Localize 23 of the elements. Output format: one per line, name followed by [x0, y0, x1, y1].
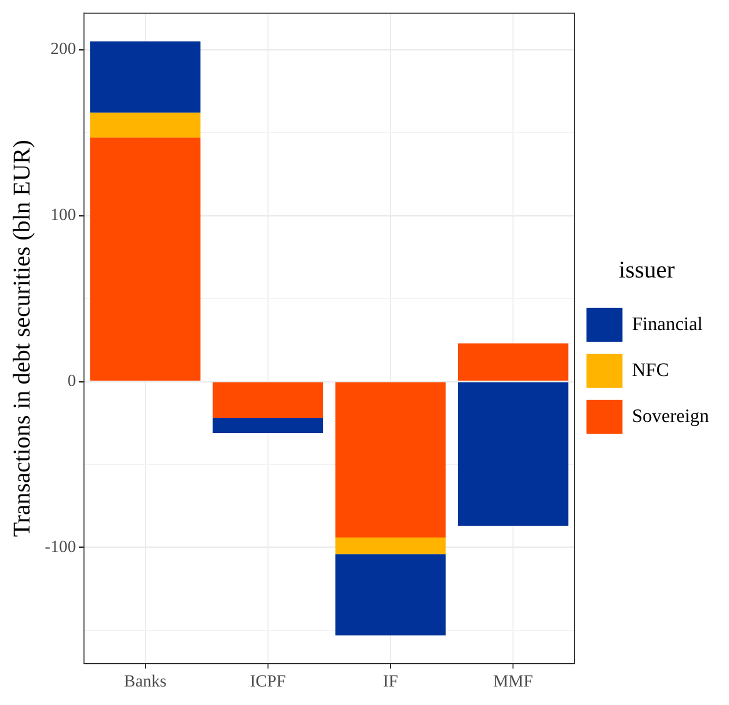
y-tick-label: 200: [50, 39, 76, 58]
x-tick-label: MMF: [493, 671, 533, 690]
bar: [335, 554, 446, 636]
y-tick-label: 100: [50, 205, 76, 224]
bar: [458, 343, 568, 381]
bar: [335, 382, 446, 538]
bar: [212, 418, 324, 433]
legend-label: Sovereign: [632, 406, 710, 427]
legend-label: Financial: [632, 314, 703, 335]
legend-title: issuer: [618, 257, 675, 284]
bar: [212, 382, 324, 418]
bar: [90, 138, 200, 381]
x-tick-label: IF: [382, 671, 398, 690]
y-tick-label: -100: [44, 536, 76, 556]
bar: [90, 112, 200, 138]
y-axis-title: Transactions in debt securities (bln EUR): [10, 140, 36, 537]
x-tick-label: Banks: [124, 671, 167, 690]
bar: [458, 382, 568, 526]
bar: [90, 41, 200, 113]
legend-label: NFC: [632, 360, 669, 381]
bar: [335, 538, 446, 554]
x-tick-label: ICPF: [250, 671, 286, 690]
y-tick-label: 0: [67, 371, 76, 390]
